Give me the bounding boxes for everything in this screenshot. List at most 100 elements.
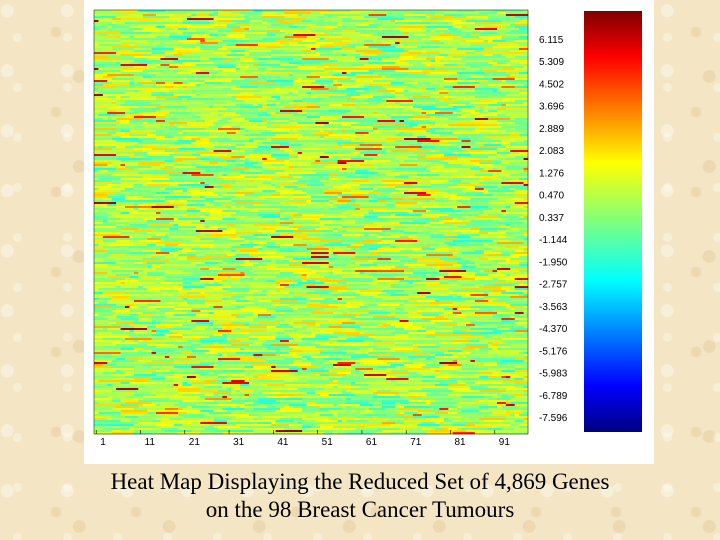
heatmap-cell [355,24,369,27]
heatmap-cell [479,68,502,71]
heatmap-cell [470,160,493,163]
heatmap-cell [377,270,405,273]
heatmap-cell [319,306,338,309]
heatmap-cell [483,172,493,175]
heatmap-cell [209,20,219,23]
heatmap-cell [94,224,117,227]
heatmap-cell [142,118,152,121]
heatmap-cell [399,254,414,257]
heatmap-cell [346,282,352,285]
heatmap-cell [231,240,245,243]
heatmap-cell [262,216,281,219]
heatmap-cell [195,326,223,329]
heatmap-cell [510,138,529,141]
heatmap-cell [156,212,161,215]
heatmap-cell [235,98,250,101]
heatmap-cell [466,330,485,333]
heatmap-cell [244,296,272,299]
heatmap-cell [381,274,400,277]
heatmap-cell [169,252,188,255]
heatmap-cell [209,100,232,103]
heatmap-cell [94,34,99,37]
heatmap-cell [275,88,281,91]
heatmap-cell [373,146,396,149]
heatmap-cell [421,104,431,107]
heatmap-cell [346,306,361,309]
heatmap-cell [142,326,148,329]
heatmap-cell [209,28,232,31]
heatmap-cell [275,148,281,151]
heatmap-cell [156,106,166,109]
heatmap-cell [187,210,201,213]
heatmap-cell [271,54,290,57]
heatmap-cell [390,284,396,287]
heatmap-cell [107,328,121,331]
heatmap-cell [519,204,524,207]
heatmap-cell [337,298,343,301]
heatmap-cell [147,326,157,329]
heatmap-cell [395,140,418,143]
heatmap-cell [213,308,241,311]
heatmap-cell [120,340,126,343]
heatmap-cell [240,148,254,151]
heatmap-cell [204,170,232,173]
heatmap-cell [501,214,507,217]
heatmap-cell [497,102,524,105]
heatmap-cell [275,138,299,141]
heatmap-cell [390,268,414,271]
heatmap-cell [315,320,330,323]
heatmap-cell [129,44,135,47]
heatmap-cell [399,222,427,225]
heatmap-cell [448,274,462,277]
heatmap-cell [235,250,241,253]
heatmap-cell [501,64,511,67]
heatmap-cell [191,52,214,55]
heatmap-cell [222,280,228,283]
heatmap-cell [226,336,250,339]
heatmap-cell [173,250,179,253]
heatmap-cell [240,340,268,343]
heatmap-cell [231,344,250,347]
heatmap-cell [147,266,152,269]
heatmap-cell [280,202,285,205]
heatmap-cell [94,304,117,307]
heatmap-cell [488,206,507,209]
heatmap-cell [483,18,489,21]
heatmap-cell [470,166,480,169]
heatmap-cell [488,350,507,353]
heatmap-cell [386,176,396,179]
heatmap-cell [98,70,121,73]
heatmap-cell [173,136,179,139]
heatmap-cell [235,64,254,67]
heatmap-cell [182,248,192,251]
heatmap-cell [249,120,263,123]
heatmap-cell [147,344,166,347]
heatmap-cell [342,330,356,333]
heatmap-cell [271,22,281,25]
heatmap-cell [483,248,493,251]
heatmap-cell [474,96,489,99]
heatmap-cell [501,292,524,295]
heatmap-cell [355,330,369,333]
heatmap-cell [519,44,529,47]
heatmap-cell [204,300,214,303]
heatmap-cell [222,288,228,291]
heatmap-cell [187,280,201,283]
heatmap-cell [315,52,321,55]
heatmap-cell [191,138,201,141]
heatmap-cell [94,40,99,43]
heatmap-cell [395,214,423,217]
heatmap-cell [288,290,312,293]
heatmap-cell [426,30,431,33]
heatmap-cell [328,208,356,211]
heatmap-cell [408,236,418,239]
heatmap-cell [470,328,498,331]
heatmap-cell [368,14,387,17]
heatmap-cell [244,178,263,181]
heatmap-cell [133,36,157,39]
heatmap-cell [408,150,431,153]
heatmap-cell [497,336,516,339]
heatmap-cell [129,240,139,243]
heatmap-cell [178,102,206,105]
heatmap-cell [333,204,343,207]
